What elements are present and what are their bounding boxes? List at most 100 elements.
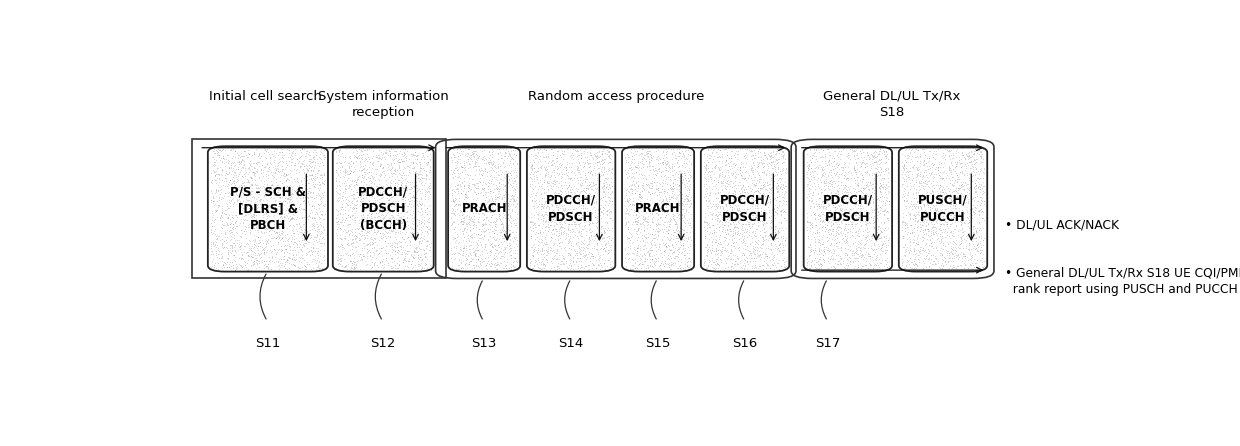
Point [507, 199, 527, 206]
Point [935, 227, 955, 234]
Point [479, 160, 498, 167]
Point [769, 233, 789, 240]
Point [482, 209, 502, 216]
Point [570, 176, 590, 183]
Point [481, 219, 501, 226]
Point [879, 164, 899, 171]
Point [812, 166, 832, 173]
Point [208, 171, 228, 178]
Point [625, 218, 645, 225]
Point [489, 243, 508, 250]
Point [308, 211, 327, 218]
Point [645, 203, 665, 211]
Point [956, 213, 976, 220]
Point [494, 159, 513, 166]
Point [459, 175, 479, 182]
Point [627, 249, 647, 256]
Point [347, 224, 367, 231]
Point [641, 180, 661, 187]
Point [715, 209, 735, 216]
Point [675, 236, 694, 244]
Point [501, 260, 521, 268]
Point [758, 252, 777, 260]
Point [207, 253, 227, 260]
Point [495, 191, 515, 198]
Point [852, 179, 872, 186]
Point [567, 224, 587, 231]
Point [305, 182, 325, 190]
Point [533, 229, 553, 236]
Point [262, 181, 281, 188]
Point [972, 194, 992, 202]
Point [484, 235, 503, 243]
Point [260, 200, 280, 207]
Point [384, 257, 404, 264]
Point [775, 246, 795, 253]
Point [507, 259, 527, 266]
Point [484, 217, 503, 224]
Point [403, 253, 423, 260]
Point [702, 173, 722, 181]
Point [275, 198, 295, 205]
Point [492, 224, 512, 231]
Point [343, 191, 363, 198]
Point [212, 235, 232, 243]
Point [366, 165, 386, 172]
Point [742, 239, 761, 246]
Point [867, 161, 887, 168]
Point [346, 194, 366, 201]
Point [872, 182, 892, 189]
Point [618, 195, 637, 202]
Point [849, 249, 869, 256]
Point [636, 180, 656, 187]
Point [663, 166, 683, 173]
Point [203, 227, 223, 234]
Point [749, 189, 769, 196]
Point [347, 153, 367, 161]
Point [805, 148, 825, 155]
Point [247, 197, 267, 204]
Point [257, 236, 277, 244]
Point [460, 236, 480, 244]
Point [928, 257, 947, 264]
Point [531, 250, 551, 257]
Point [848, 151, 868, 158]
Point [759, 231, 779, 238]
Point [621, 167, 641, 174]
Point [285, 187, 305, 194]
Point [712, 216, 732, 223]
Point [379, 161, 399, 168]
Point [955, 167, 975, 174]
Point [928, 207, 947, 215]
Point [952, 149, 972, 156]
Point [491, 181, 511, 188]
Point [459, 184, 479, 191]
Point [588, 234, 608, 241]
Point [295, 226, 315, 233]
Point [924, 221, 944, 228]
Point [448, 187, 467, 194]
Point [644, 261, 663, 268]
Point [211, 223, 231, 230]
Point [743, 166, 763, 173]
Point [826, 229, 846, 236]
Point [627, 244, 647, 252]
Point [579, 238, 599, 245]
Point [869, 211, 889, 218]
Point [866, 168, 885, 175]
Point [456, 256, 476, 263]
Point [389, 258, 409, 265]
Point [830, 231, 849, 238]
Point [502, 229, 522, 236]
Point [463, 255, 482, 262]
Point [797, 145, 817, 152]
Point [661, 230, 681, 237]
Point [832, 204, 852, 211]
Point [205, 159, 224, 166]
Point [702, 238, 722, 245]
Point [732, 188, 751, 195]
Point [262, 180, 281, 187]
Point [901, 152, 921, 159]
Point [852, 193, 872, 200]
Point [749, 171, 769, 178]
